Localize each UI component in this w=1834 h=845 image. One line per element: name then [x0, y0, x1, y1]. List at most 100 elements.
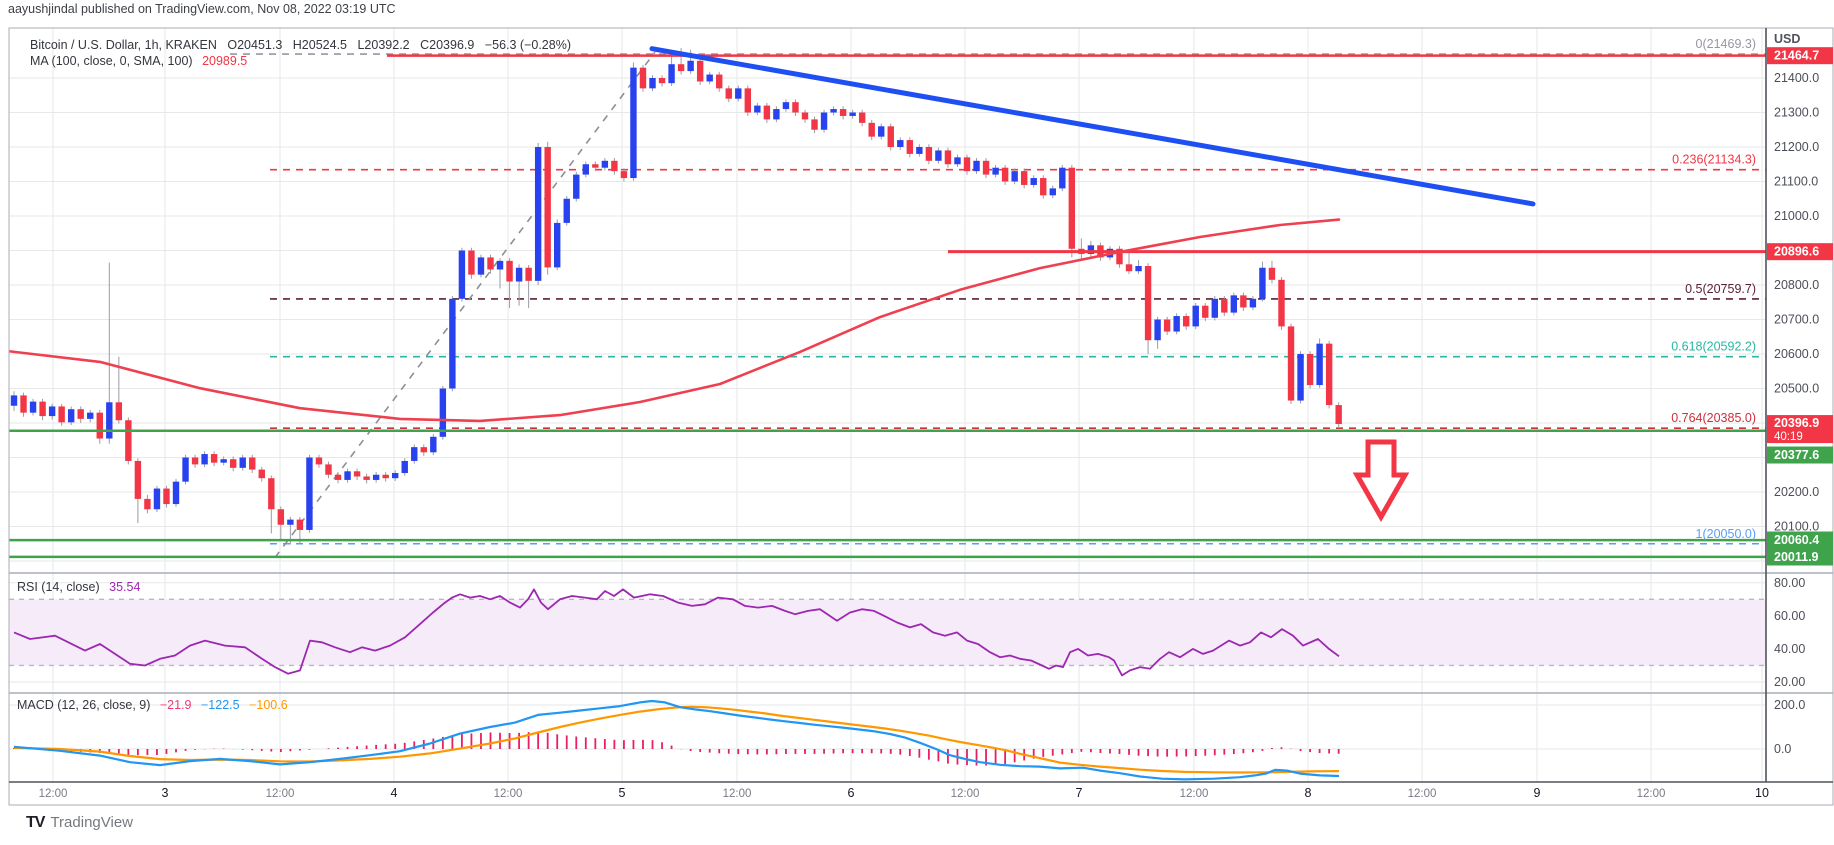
fib-label: 0.764(20385.0) — [1671, 411, 1756, 425]
rsi-tick: 80.00 — [1774, 576, 1805, 590]
candle-down — [144, 498, 151, 510]
candle-up — [954, 157, 961, 165]
candle-down — [1202, 305, 1209, 318]
candle-down — [792, 102, 799, 113]
badge-rect — [1767, 531, 1833, 549]
candle-up — [706, 74, 713, 82]
rsi-value: 35.54 — [109, 580, 141, 594]
rsi-legend: RSI (14, close) 35.54 — [17, 580, 140, 594]
badge-price: 20396.9 — [1774, 416, 1819, 430]
price-tick: 21000.0 — [1774, 209, 1819, 223]
candle-down — [191, 457, 199, 465]
candle-down — [77, 409, 84, 419]
candle-down — [96, 412, 103, 439]
badge-rect — [1767, 47, 1833, 65]
price-tick: 20500.0 — [1774, 382, 1819, 396]
candle-up — [67, 409, 75, 423]
candle-up — [649, 78, 656, 89]
macd-tick: 200.0 — [1774, 698, 1805, 712]
candle-down — [1040, 178, 1047, 196]
candle-down — [58, 406, 65, 423]
candle-down — [134, 460, 142, 499]
time-label-day: 8 — [1305, 786, 1312, 800]
candle-down — [420, 447, 427, 453]
price-badge: 20396.940:19 — [1767, 415, 1833, 444]
fib-label: 0(21469.3) — [1696, 37, 1756, 51]
candle-up — [29, 401, 37, 413]
candle-down — [258, 469, 265, 479]
candle-down — [906, 140, 914, 154]
price-badge: 20377.6 — [1767, 446, 1833, 464]
rsi-tick: 60.00 — [1774, 609, 1805, 623]
candle-up — [1173, 316, 1180, 332]
price-tick: 21100.0 — [1774, 175, 1818, 189]
ohlc-change: −56.3 (−0.28%) — [484, 38, 571, 52]
time-label-hour: 12:00 — [951, 788, 980, 800]
candle-down — [277, 509, 285, 525]
candle-down — [925, 147, 933, 161]
candle-down — [1278, 279, 1285, 327]
candle-up — [10, 395, 18, 406]
rsi-panel — [9, 588, 1766, 677]
candle-up — [182, 457, 189, 482]
tradingview-logo-text: TradingView — [50, 814, 133, 831]
candle-down — [1144, 266, 1152, 341]
candle-down — [639, 67, 647, 89]
price-tick: 21200.0 — [1774, 140, 1819, 154]
candle-up — [1230, 295, 1238, 313]
candle-up — [515, 267, 523, 282]
candle-down — [468, 250, 475, 275]
ohlc-close: C20396.9 — [420, 38, 475, 52]
candle-up — [1059, 167, 1066, 189]
candle-up — [153, 488, 161, 510]
ma-value: 20989.5 — [202, 54, 248, 68]
candle-up — [87, 412, 94, 419]
candle-up — [773, 109, 780, 120]
candle-up — [830, 109, 837, 113]
candle-up — [1192, 305, 1199, 327]
candle-up — [430, 436, 437, 453]
candle-down — [963, 157, 971, 172]
candle-down — [334, 474, 342, 480]
candle-down — [382, 474, 389, 479]
blue-trendline — [649, 46, 1536, 207]
ohlc-open: O20451.3 — [227, 38, 283, 52]
fib-label: 0.236(21134.3) — [1672, 153, 1756, 167]
candle-down — [592, 164, 599, 168]
candle-down — [1287, 326, 1295, 401]
time-label-day: 9 — [1534, 786, 1541, 800]
candle-down — [325, 464, 332, 475]
rsi-line — [13, 588, 1340, 677]
time-label-hour: 12:00 — [1180, 788, 1209, 800]
badge-price: 20377.6 — [1774, 448, 1819, 462]
time-label-hour: 12:00 — [1408, 788, 1437, 800]
time-label-day: 5 — [619, 786, 626, 800]
time-label-hour: 12:00 — [494, 788, 523, 800]
candle-up — [477, 257, 485, 275]
price-tick: 21400.0 — [1774, 71, 1819, 85]
candle-up — [287, 519, 294, 525]
price-tick: 21300.0 — [1774, 106, 1819, 120]
candle-up — [439, 388, 447, 437]
candle-up — [239, 457, 246, 468]
candle-up — [820, 112, 828, 130]
ma-legend: MA (100, close, 0, SMA, 100) 20989.5 — [30, 54, 247, 68]
candle-down — [353, 471, 361, 477]
badge-rect — [1767, 446, 1833, 464]
candle-down — [620, 171, 628, 179]
ma-label: MA (100, close, 0, SMA, 100) — [30, 54, 193, 68]
candle-down — [944, 150, 952, 165]
candle-up — [172, 481, 180, 505]
macd-line-value: −122.5 — [201, 698, 240, 712]
candle-up — [106, 402, 113, 439]
candle-up — [563, 198, 570, 223]
candle-down — [696, 60, 704, 82]
candle-down — [1335, 405, 1342, 425]
price-tick: 20200.0 — [1774, 485, 1819, 499]
ohlc-low: L20392.2 — [357, 38, 410, 52]
candle-up — [534, 147, 542, 281]
candle-up — [878, 126, 885, 137]
candle-up — [496, 260, 504, 270]
